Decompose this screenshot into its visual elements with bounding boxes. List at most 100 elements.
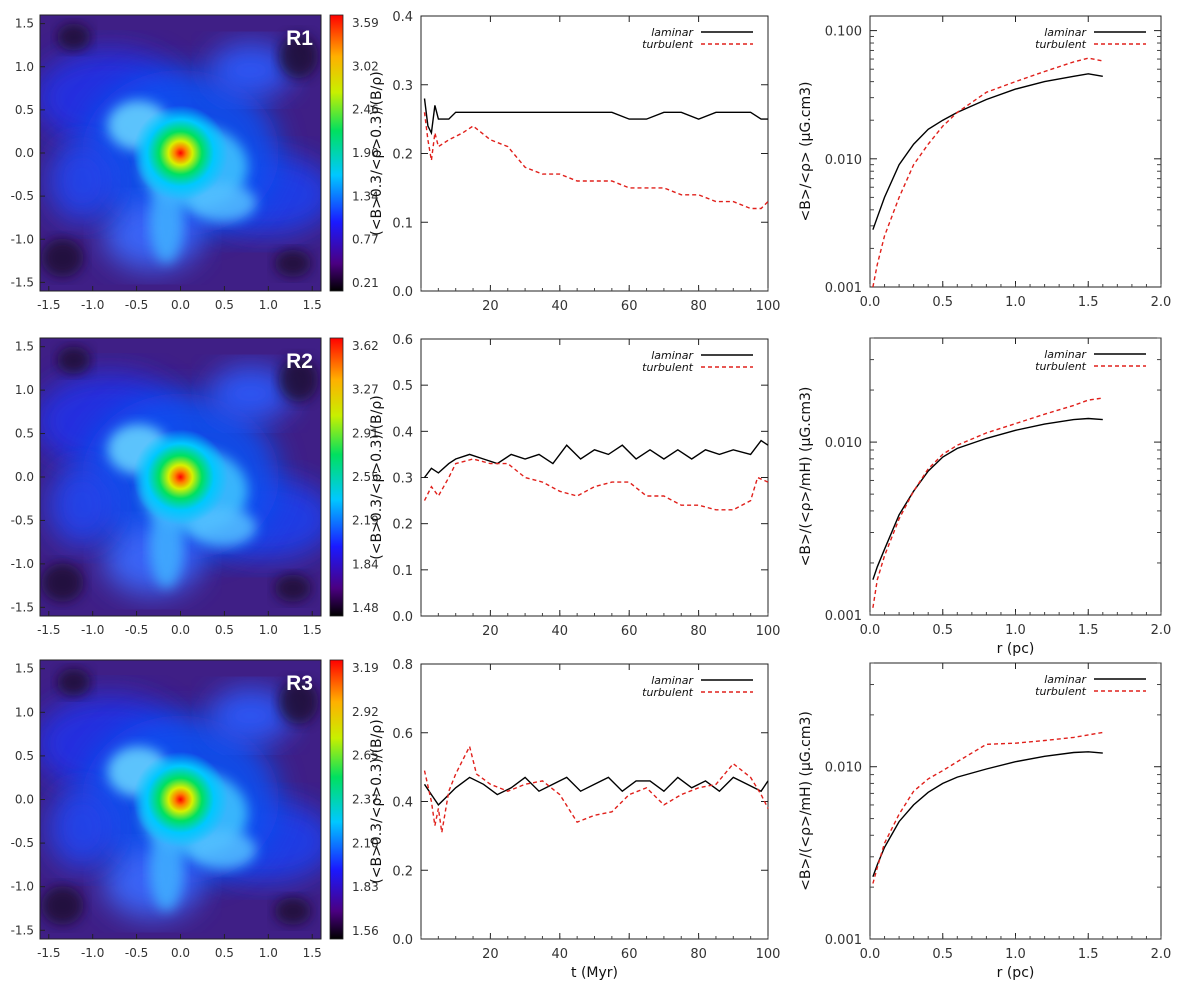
y-tick-label: 0.0 [392, 285, 413, 300]
y-tick-label: 0.001 [825, 933, 862, 948]
colorbar-tick-label: 1.84 [352, 557, 379, 571]
legend-label: laminar [1044, 673, 1087, 686]
legend-label: turbulent [642, 686, 694, 699]
colorbar-tick-label: 0.21 [352, 276, 379, 290]
y-tick-label: 0.0 [15, 146, 34, 160]
x-tick-label: 0.0 [171, 946, 190, 960]
dense-core [132, 105, 229, 201]
series-line-laminar [872, 417, 1103, 580]
x-tick-label: 80 [690, 624, 707, 639]
colorbar-tick-label: 3.19 [352, 661, 379, 675]
x-tick-label: 40 [552, 624, 569, 639]
void-region [56, 668, 91, 697]
y-tick-label: 0.0 [392, 610, 413, 625]
y-tick-label: 0.5 [15, 427, 34, 441]
series-line-turbulent [872, 731, 1103, 884]
y-tick-label: 0.010 [825, 436, 862, 451]
legend-label: laminar [1044, 348, 1087, 361]
x-tick-label: 0.0 [860, 947, 881, 962]
y-tick-label: 1.5 [15, 17, 34, 31]
y-tick-label: 0.5 [15, 749, 34, 763]
y-tick-label: 0.2 [392, 864, 413, 879]
x-tick-label: 1.0 [1005, 295, 1026, 310]
x-axis-label: r (pc) [997, 965, 1035, 981]
line-panel: 20 40 60 80 100 0.0 0.1 0.2 0.3 0.4 0.5 0.6 laminart… [369, 333, 780, 639]
colorbar-tick-label: 2.10 [352, 836, 379, 850]
density-map [40, 15, 321, 291]
heatmap-panel-r2: R2 -1.5 -1.0 -0.5 0.0 0.5 1.0 1.5 1.5 1.0 0.5 0.0 -0… [11, 337, 379, 637]
x-tick-label: 100 [756, 947, 781, 962]
colorbar-tick-label: 3.27 [352, 383, 379, 397]
x-tick-label: 60 [621, 947, 638, 962]
x-tick-label: 60 [621, 624, 638, 639]
x-tick-label: 0.0 [171, 623, 190, 637]
y-tick-label: -1.5 [11, 275, 34, 289]
x-tick-label: 20 [482, 624, 499, 639]
y-tick-label: 0.5 [15, 103, 34, 117]
x-tick-label: 0.0 [860, 295, 881, 310]
colorbar-tick-label: 2.19 [352, 514, 379, 528]
x-tick-label: -1.5 [37, 298, 60, 312]
colorbar-tick-label: 2.55 [352, 470, 379, 484]
y-axis-label: (<B>0.3/<ρ>0.3)/(B/ρ) [369, 395, 385, 559]
y-tick-label: 1.0 [15, 705, 34, 719]
colorbar-tick-label: 2.65 [352, 749, 379, 763]
y-tick-label: 0.3 [392, 79, 413, 94]
colorbar-tick-label: 2.91 [352, 426, 379, 440]
x-tick-label: 1.5 [303, 946, 322, 960]
legend-label: laminar [651, 349, 694, 362]
y-tick-label: -1.0 [11, 557, 34, 571]
x-tick-label: 100 [756, 299, 781, 314]
y-axis-label: <B>/(<ρ>/mH) (μG.cm3) [798, 387, 814, 567]
line-panel: 20 40 60 80 100 0.0 0.1 0.2 0.3 0.4 laminarturbule… [369, 10, 780, 314]
y-tick-label: -1.5 [11, 600, 34, 614]
y-tick-label: 0.8 [392, 658, 413, 673]
y-tick-label: 1.0 [15, 383, 34, 397]
filament-region [149, 827, 184, 912]
filament-region [208, 687, 293, 744]
legend-label: turbulent [1035, 360, 1087, 373]
filament-region [47, 139, 118, 223]
x-axis-label: t (Myr) [571, 965, 618, 981]
density-map [40, 338, 321, 616]
filament-region [47, 785, 118, 870]
line-panel: 0.0 0.5 1.0 1.5 2.0 0.100 0.010 0.001 laminartur… [798, 15, 1171, 310]
y-tick-label: 0.001 [825, 609, 862, 624]
x-tick-label: 0.5 [215, 946, 234, 960]
x-tick-label: 20 [482, 299, 499, 314]
y-tick-label: 0.100 [825, 25, 862, 40]
plot-frame [420, 338, 769, 617]
series-line-turbulent [423, 458, 769, 511]
y-tick-label: -1.0 [11, 232, 34, 246]
series-line-laminar [872, 751, 1103, 877]
x-tick-label: -1.0 [81, 623, 104, 637]
void-region [56, 346, 91, 375]
x-tick-label: 1.5 [1078, 947, 1099, 962]
colorbar-tick-label: 1.48 [352, 601, 379, 615]
plot-frame [869, 662, 1162, 940]
y-tick-label: 0.0 [392, 933, 413, 948]
y-tick-label: -0.5 [11, 189, 34, 203]
heatmap-panel-r3: R3 -1.5 -1.0 -0.5 0.0 0.5 1.0 1.5 1.5 1.0 0.5 0.0 -0… [11, 659, 379, 960]
colorbar-tick-label: 2.92 [352, 705, 379, 719]
filament-region [208, 365, 293, 422]
x-tick-label: 60 [621, 299, 638, 314]
y-tick-label: 0.3 [392, 472, 413, 487]
y-tick-label: 1.0 [15, 60, 34, 74]
x-tick-label: 40 [552, 947, 569, 962]
void-region [274, 574, 312, 603]
series-line-turbulent [423, 112, 769, 210]
dense-core [132, 429, 229, 525]
x-tick-label: -1.0 [81, 298, 104, 312]
plot-frame [869, 337, 1162, 616]
x-tick-label: -0.5 [125, 623, 148, 637]
density-map [40, 660, 321, 939]
x-tick-label: -0.5 [125, 298, 148, 312]
x-tick-label: 1.0 [259, 623, 278, 637]
y-tick-label: 0.5 [392, 379, 413, 394]
void-region [278, 357, 319, 402]
colorbar-tick-label: 1.34 [352, 189, 379, 203]
y-tick-label: 1.5 [15, 340, 34, 354]
x-tick-label: 0.0 [171, 298, 190, 312]
